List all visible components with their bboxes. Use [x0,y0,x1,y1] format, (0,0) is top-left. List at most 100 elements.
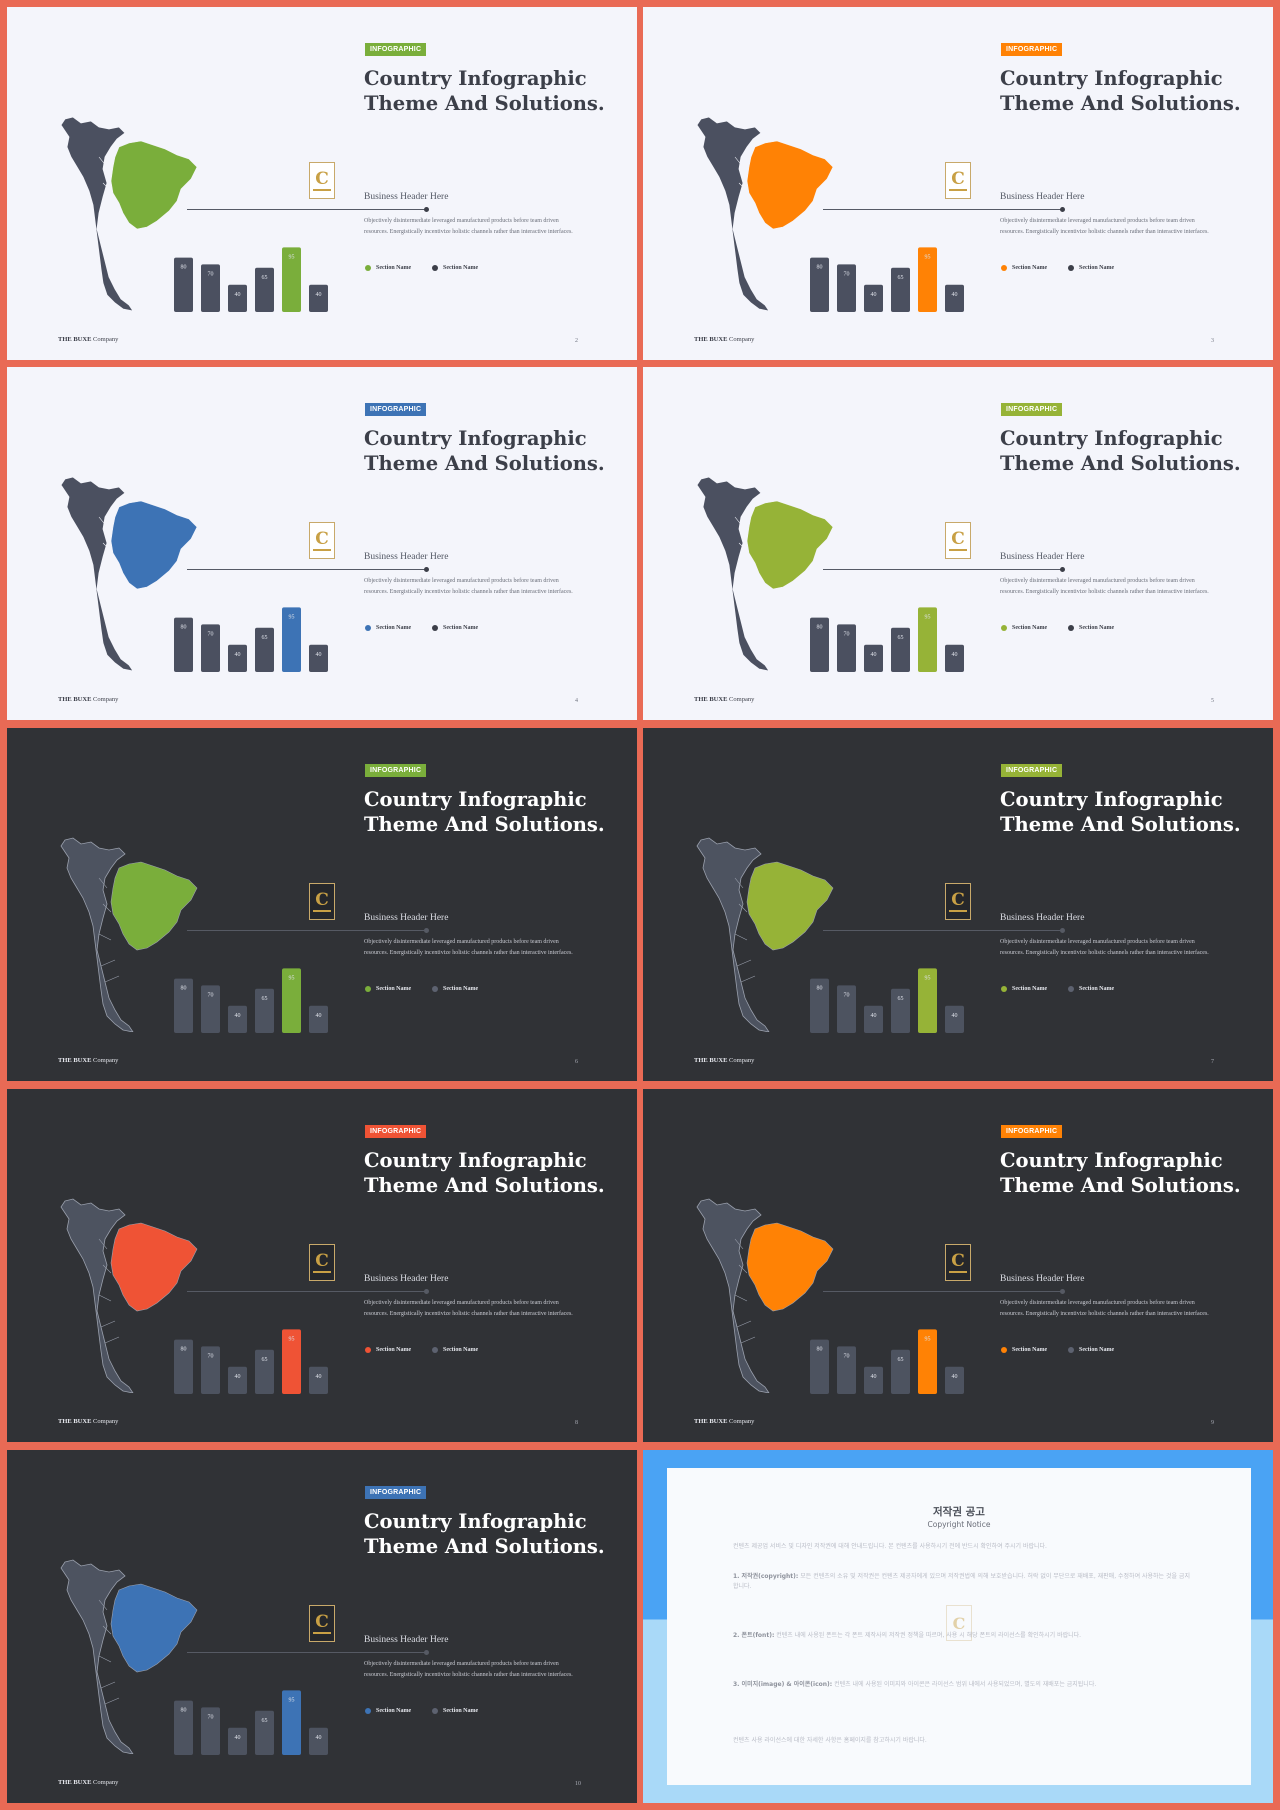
slide: INFOGRAPHIC Country Infographic Theme And … [7,367,637,720]
footer-company-label: Company [93,336,119,343]
country-borders [98,516,120,622]
description: Objectively disintermediate leveraged ma… [1000,1300,1209,1317]
chart-bar-value: 65 [262,275,268,281]
legend-dot-2 [1068,625,1074,631]
chart-bar [282,968,301,1033]
country-borders [98,156,120,262]
chart-bar [918,968,937,1033]
chart-bar-value: 40 [871,292,877,298]
page-number: 6 [575,1059,578,1065]
chart-bar-value: 95 [925,614,931,620]
chart-bar [864,644,883,672]
page-number: 8 [575,1420,578,1426]
legend-label-1: Section Name [376,1347,412,1353]
title-line-1: Country Infographic [1000,427,1223,450]
connector-line [823,569,1063,570]
slide: INFOGRAPHIC Country Infographic Theme And … [643,728,1273,1081]
contents-logo-icon: C [945,522,971,559]
slide: INFOGRAPHIC Country Infographic Theme And … [643,367,1273,720]
chart-bar-value: 40 [871,652,877,658]
legend-item-2: Section Name [432,1708,478,1714]
legend-label-1: Section Name [376,986,412,992]
business-header: Business Header Here [1000,913,1085,923]
connector-line [187,1652,427,1653]
legend-label-1: Section Name [376,1708,412,1714]
footer-company: THE BUXE Company [58,1418,118,1425]
description: Objectively disintermediate leveraged ma… [1000,578,1209,595]
title-line-1: Country Infographic [1000,1149,1223,1172]
legend-dot-2 [432,265,438,271]
legend-label-2: Section Name [1079,986,1115,992]
infographic-tag: INFOGRAPHIC [365,43,427,56]
legend-dot-2 [1068,986,1074,992]
infographic-tag: INFOGRAPHIC [1001,43,1063,56]
business-header: Business Header Here [364,552,449,562]
infographic-tag: INFOGRAPHIC [1001,403,1063,416]
title-line-2: Theme And Solutions. [1000,812,1241,836]
page-number: 9 [1211,1420,1214,1426]
chart-bar-value: 95 [289,254,295,260]
description: Objectively disintermediate leveraged ma… [364,1300,573,1317]
footer-company-label: Company [93,1057,119,1064]
legend-dot-2 [1068,1347,1074,1353]
title-line-2: Theme And Solutions. [364,812,605,836]
legend-item-2: Section Name [432,265,478,271]
description: Objectively disintermediate leveraged ma… [364,1661,573,1678]
chart-bar [309,1727,328,1755]
contents-logo-icon: C [945,1244,971,1281]
chart-bar [945,644,964,672]
legend-label-1: Section Name [1012,986,1048,992]
chart-bar [228,644,247,672]
contents-logo-icon: C [309,1244,335,1281]
country-borders [734,877,756,983]
footer-company-label: Company [729,1418,755,1425]
copyright-para-1-head: 1. 저작권(copyright): [733,1573,799,1580]
chart-bar-value: 40 [235,1374,241,1380]
chart-bar [309,644,328,672]
connector-dot [424,1288,429,1294]
watermark-logo-icon: C [946,1605,972,1641]
highlighted-country [110,1583,198,1673]
continent-shape [60,1559,134,1754]
footer-company-label: Company [729,1057,755,1064]
copyright-outro: 컨텐츠 사용 라이선스에 대한 자세한 사항은 홈페이지를 참고하시기 바랍니다… [733,1737,927,1744]
legend-label-2: Section Name [443,625,479,631]
copyright-para-2-head: 2. 폰트(font): [733,1632,775,1639]
legend-dot-2 [1068,265,1074,271]
chart-bar [918,247,937,312]
chart-bar-value: 65 [262,1357,268,1363]
business-header: Business Header Here [364,1635,449,1645]
chart-bar-value: 65 [898,996,904,1002]
legend-item-1: Section Name [1001,1347,1047,1353]
page-number: 3 [1211,338,1214,344]
chart-bar-value: 95 [925,1336,931,1342]
south-america-map [60,1559,198,1754]
chart-bar [945,284,964,312]
chart-bar-value: 95 [925,254,931,260]
chart-bar-value: 40 [316,292,322,298]
legend-item-1: Section Name [1001,986,1047,992]
business-header: Business Header Here [1000,552,1085,562]
chart-bar-value: 40 [316,1735,322,1741]
copyright-intro: 컨텐츠 제공업 서비스 및 디자인 저작권에 대해 안내드립니다. 본 컨텐츠를… [733,1543,1047,1550]
legend-dot-1 [365,986,371,992]
footer-brand: THE BUXE [58,1418,92,1425]
legend-dot-2 [432,1708,438,1714]
page-number: 7 [1211,1059,1214,1065]
slide-title: Country Infographic Theme And Solutions. [364,1149,624,1198]
connector-line [823,1291,1063,1292]
chart-bar-value: 40 [316,1013,322,1019]
slide: INFOGRAPHIC Country Infographic Theme And … [643,7,1273,360]
description: Objectively disintermediate leveraged ma… [364,218,573,235]
slide-title: Country Infographic Theme And Solutions. [1000,67,1260,116]
highlighted-country [746,500,834,590]
footer-brand: THE BUXE [694,336,728,343]
legend-item-2: Section Name [432,986,478,992]
slide: INFOGRAPHIC Country Infographic Theme And … [7,1450,637,1803]
infographic-tag: INFOGRAPHIC [1001,1125,1063,1138]
connector-dot [1060,206,1065,212]
footer-brand: THE BUXE [58,1057,92,1064]
legend-label-1: Section Name [1012,1347,1048,1353]
legend-item-2: Section Name [1068,986,1114,992]
slide: INFOGRAPHIC Country Infographic Theme And … [643,1089,1273,1442]
